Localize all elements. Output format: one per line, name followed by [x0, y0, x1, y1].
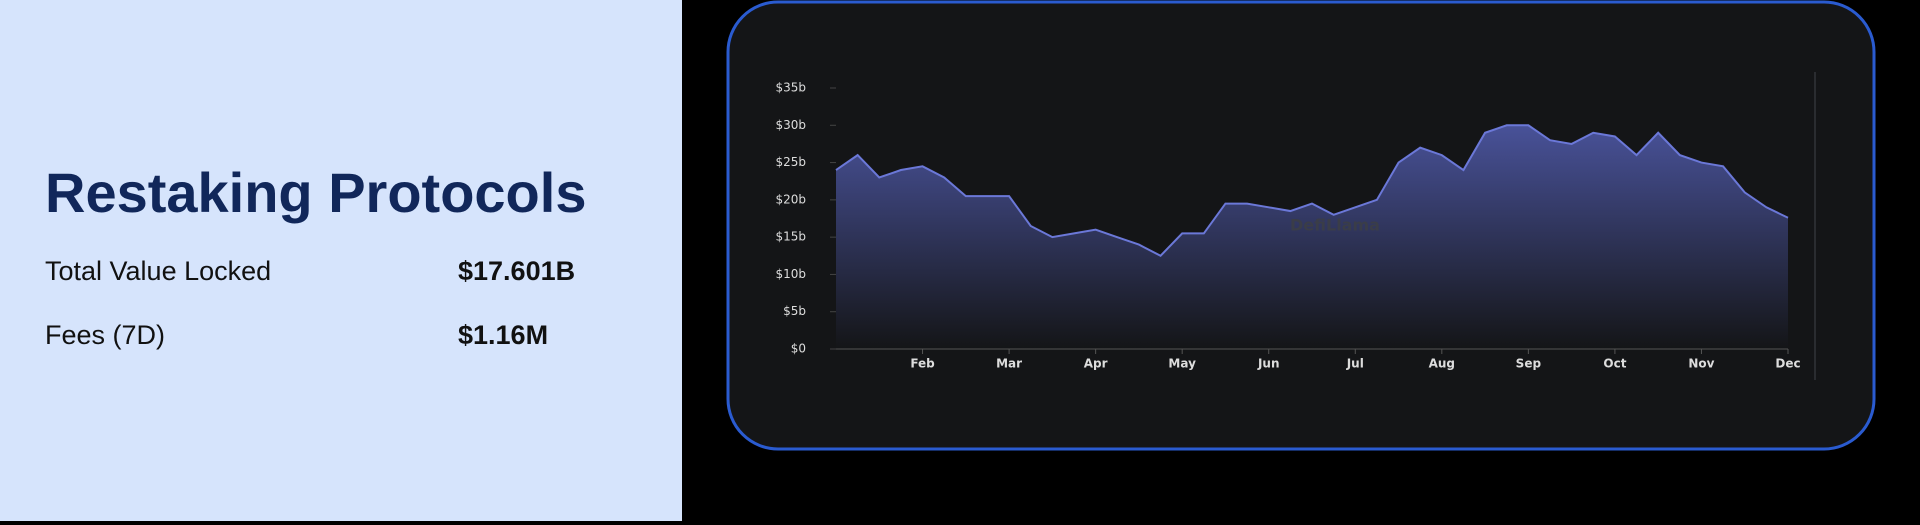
y-tick-label: $20b	[775, 192, 806, 206]
stat-label: Total Value Locked	[45, 256, 271, 286]
x-tick-label: Mar	[996, 357, 1022, 371]
x-tick-label: Aug	[1429, 357, 1455, 371]
area-fill	[836, 125, 1788, 350]
x-tick-label: Jul	[1346, 357, 1364, 371]
stat-label: Fees (7D)	[45, 320, 165, 350]
x-tick-label: Dec	[1775, 357, 1800, 371]
y-tick-label: $10b	[775, 267, 806, 281]
x-tick-label: Oct	[1603, 357, 1626, 371]
y-tick-label: $35b	[775, 81, 806, 95]
left-panel	[0, 0, 682, 521]
x-tick-label: Nov	[1688, 357, 1714, 371]
area-line	[835, 124, 1789, 258]
y-tick-label: $30b	[775, 118, 806, 132]
x-tick-label: Apr	[1084, 357, 1108, 371]
title: Restaking Protocols	[45, 161, 586, 224]
y-tick-label: $0	[791, 342, 806, 356]
x-tick-label: Sep	[1516, 357, 1542, 371]
stat-value: $1.16M	[458, 320, 548, 350]
x-tick-label: Feb	[910, 357, 935, 371]
y-tick-label: $25b	[775, 155, 806, 169]
watermark: DefiLlama	[1290, 216, 1380, 235]
y-tick-label: $15b	[775, 230, 806, 244]
x-tick-label: May	[1168, 357, 1196, 371]
y-tick-label: $5b	[783, 304, 806, 318]
x-tick-label: Jun	[1257, 357, 1280, 371]
stat-value: $17.601B	[458, 256, 575, 286]
